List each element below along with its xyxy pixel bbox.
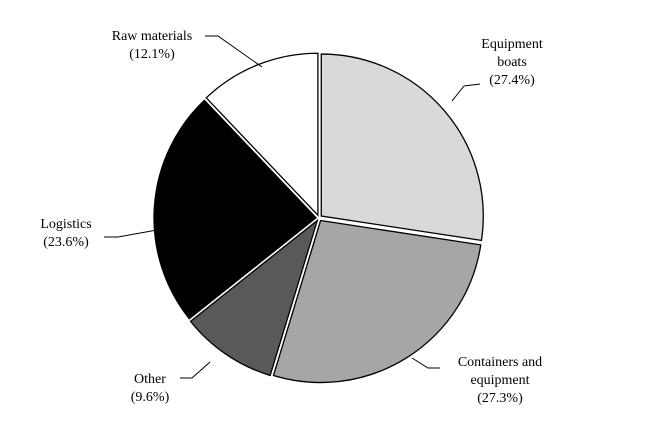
- slice-percent-label: (23.6%): [43, 235, 89, 250]
- pie-slices: [153, 52, 484, 384]
- slice-label: Raw materials (12.1%): [112, 29, 192, 62]
- pie-slice-other: [189, 218, 319, 377]
- slice-percent-label: (9.6%): [131, 390, 170, 405]
- pie-slice-equipment-boats: [320, 53, 484, 242]
- slice-name-label: Equipment: [481, 37, 543, 52]
- slice-name-label: Raw materials: [112, 29, 192, 44]
- slice-percent-label: (27.4%): [489, 73, 535, 88]
- slice-name-label: Containers and: [458, 355, 542, 370]
- pie-slice-raw-materials: [205, 52, 319, 217]
- leader-line: [180, 361, 211, 379]
- slice-name-label: Other: [134, 372, 166, 387]
- leader-line: [104, 229, 158, 238]
- slice-percent-label: (12.1%): [129, 47, 175, 62]
- leader-lines: [104, 35, 481, 379]
- slice-name-label: equipment: [470, 373, 529, 388]
- slice-labels: Equipment boats (27.4%) Containers and equip…: [40, 29, 542, 406]
- slice-label: Logistics (23.6%): [40, 217, 91, 250]
- slice-label: Equipment boats (27.4%): [481, 37, 543, 88]
- leader-line: [205, 35, 263, 68]
- slice-label: Containers and equipment (27.3%): [458, 355, 542, 406]
- slice-percent-label: (27.3%): [477, 391, 523, 406]
- leader-line: [451, 83, 481, 102]
- slice-label: Other (9.6%): [131, 372, 170, 405]
- pie-slice-containers-and-equipment: [272, 219, 482, 384]
- slice-name-label: Logistics: [40, 217, 91, 232]
- pie-slice-logistics: [153, 99, 317, 320]
- slice-name-label: boats: [497, 55, 527, 70]
- leader-line: [411, 357, 440, 369]
